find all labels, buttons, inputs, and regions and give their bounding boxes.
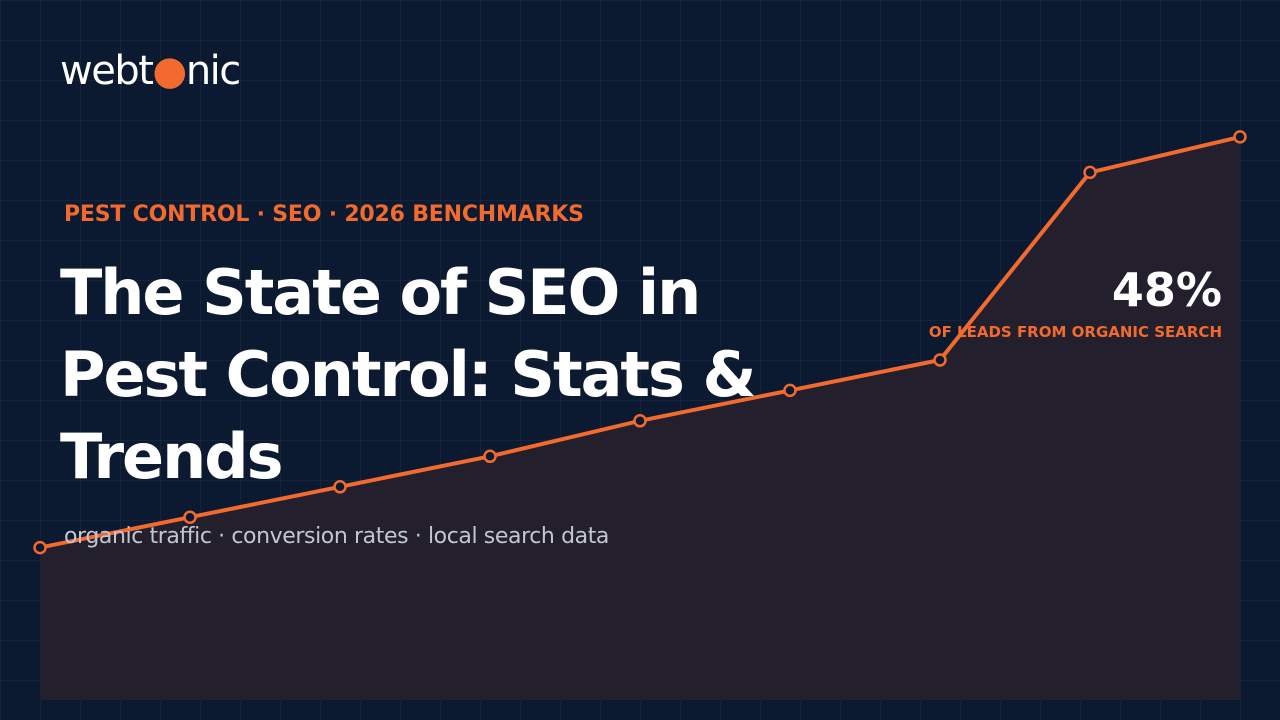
stat-label: OF LEADS FROM ORGANIC SEARCH — [928, 323, 1222, 341]
webtonic-logo: webt●nic — [60, 46, 241, 96]
trend-point-8 — [1083, 165, 1097, 180]
category-kicker: PEST CONTROL · SEO · 2026 BENCHMARKS — [64, 202, 584, 227]
trend-point-3 — [333, 480, 347, 494]
stat-value: 48% — [1111, 263, 1222, 317]
page-title: The State of SEO in Pest Control: Stats … — [60, 256, 757, 493]
trend-point-6 — [783, 383, 797, 398]
trend-point-5 — [633, 414, 647, 428]
trend-point-7 — [933, 353, 947, 367]
trend-point-9 — [1233, 130, 1247, 144]
logo-text-start: webt — [60, 48, 154, 94]
logo-dot-icon: ● — [152, 48, 187, 94]
logo-text-end: nic — [185, 48, 241, 94]
trend-point-1 — [33, 540, 47, 555]
trend-point-4 — [483, 449, 497, 464]
trend-points — [33, 130, 1247, 555]
trend-area-fill — [40, 136, 1240, 700]
trend-point-2 — [183, 510, 197, 524]
page-subtitle: organic traffic · conversion rates · loc… — [64, 524, 610, 549]
